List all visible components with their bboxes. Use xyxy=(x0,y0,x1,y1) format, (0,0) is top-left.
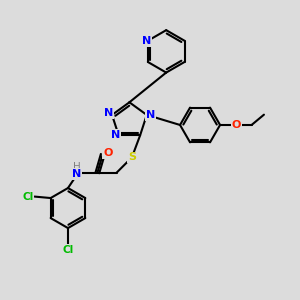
Text: Cl: Cl xyxy=(62,245,74,255)
Text: N: N xyxy=(72,169,81,179)
Text: N: N xyxy=(146,110,155,120)
Text: Cl: Cl xyxy=(22,192,34,202)
Text: O: O xyxy=(232,120,241,130)
Text: N: N xyxy=(104,108,113,118)
Text: S: S xyxy=(128,152,136,162)
Text: N: N xyxy=(110,130,120,140)
Text: H: H xyxy=(73,162,81,172)
Text: O: O xyxy=(103,148,113,158)
Text: N: N xyxy=(142,36,151,46)
